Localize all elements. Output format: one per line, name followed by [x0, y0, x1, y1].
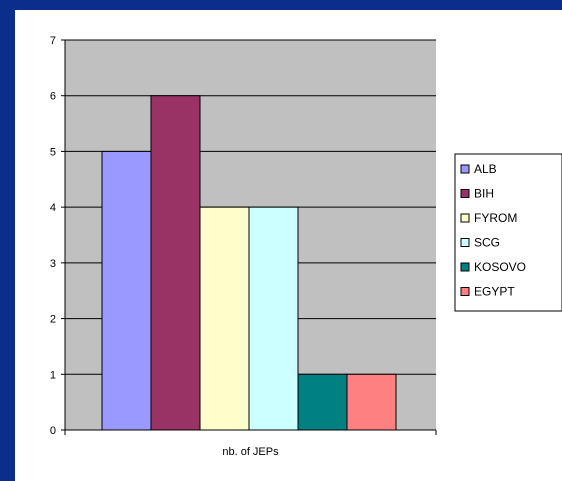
legend-label-egypt: EGYPT [474, 285, 515, 299]
y-tick-label: 6 [50, 91, 56, 103]
y-tick-label: 2 [50, 314, 56, 326]
legend: ALB BIH FYROM SCG KOSOVO EGYPT [454, 153, 562, 312]
legend-swatch-bih [460, 189, 470, 198]
legend-swatch-egypt [460, 287, 470, 296]
bar-egypt [346, 373, 397, 431]
chart-frame: 0 1 2 3 4 5 6 7 nb. of JEPs ALB BIH FYROM SCG KOSOV… [15, 10, 562, 481]
bar-bih [150, 95, 201, 431]
bar-kosovo [297, 373, 348, 431]
y-tick-label: 7 [50, 35, 56, 47]
bar-chart: 0 1 2 3 4 5 6 7 nb. of JEPs ALB BIH FYROM SCG KOSOV… [50, 35, 562, 458]
legend-swatch-scg [460, 238, 470, 247]
legend-swatch-alb [460, 164, 470, 174]
y-tick-label: 5 [50, 146, 56, 158]
y-tick-label: 4 [50, 202, 56, 214]
bar-alb [101, 150, 152, 431]
legend-swatch-kosovo [460, 262, 470, 272]
bar-scg [248, 206, 299, 431]
legend-label-bih: BIH [474, 187, 494, 201]
legend-label-fyrom: FYROM [474, 211, 517, 225]
x-axis-title: nb. of JEPs [222, 446, 279, 458]
legend-label-alb: ALB [474, 162, 497, 176]
legend-label-kosovo: KOSOVO [474, 260, 526, 274]
y-tick-label: 0 [50, 425, 56, 437]
bar-fyrom [199, 206, 250, 431]
y-tick-label: 3 [50, 258, 56, 270]
legend-box [454, 153, 562, 312]
legend-label-scg: SCG [474, 236, 500, 250]
legend-swatch-fyrom [460, 213, 470, 223]
y-axis-tick-labels: 0 1 2 3 4 5 6 7 [50, 35, 56, 437]
axes [61, 39, 437, 435]
y-tick-label: 1 [50, 369, 56, 381]
